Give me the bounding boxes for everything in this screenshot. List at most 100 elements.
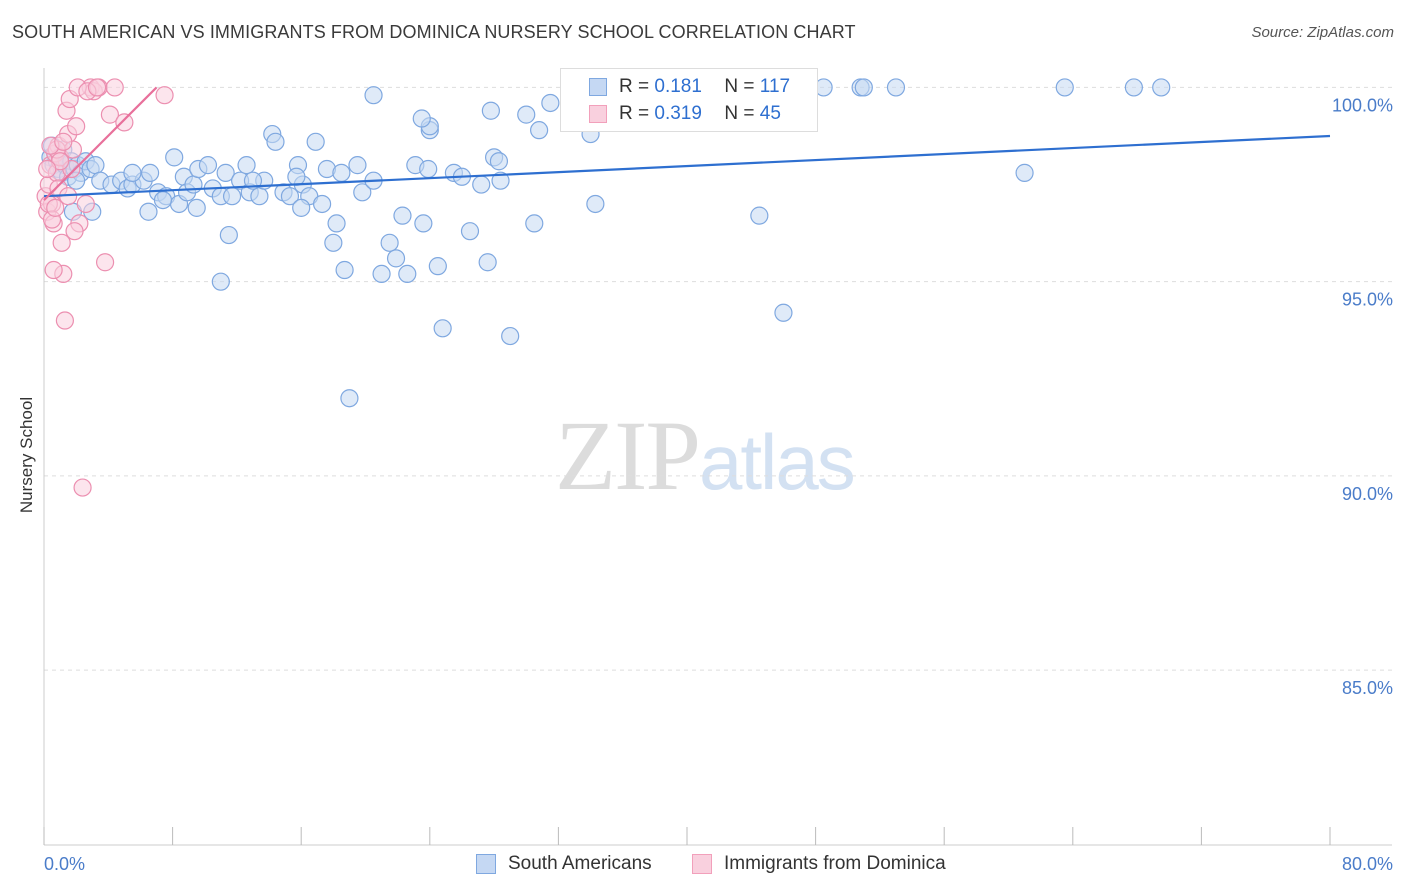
south-american-point xyxy=(433,319,452,338)
south-american-point xyxy=(353,183,372,202)
x-tick-label: 80.0% xyxy=(1342,854,1393,874)
legend-swatch-pink xyxy=(589,105,607,123)
south-american-point xyxy=(348,156,367,175)
south-american-point xyxy=(386,249,406,268)
chart-title: SOUTH AMERICAN VS IMMIGRANTS FROM DOMINI… xyxy=(12,22,856,42)
south-american-point xyxy=(292,198,311,217)
south-american-point xyxy=(525,214,544,233)
south-american-point xyxy=(854,78,873,97)
dominica-point xyxy=(87,78,107,97)
south-american-point xyxy=(324,233,343,252)
legend-row-south-americans: R = 0.181 N = 117 xyxy=(561,74,790,100)
dominica-point xyxy=(115,113,134,132)
south-american-point xyxy=(372,264,391,284)
watermark-zip: ZIP xyxy=(555,400,701,511)
south-american-point xyxy=(123,163,142,182)
south-american-point xyxy=(541,93,560,113)
y-tick-label: 100.0% xyxy=(1332,95,1393,115)
south-american-point xyxy=(750,206,769,225)
south-american-point xyxy=(165,148,184,167)
bottom-legend-dominica: Immigrants from Dominica xyxy=(692,852,946,876)
legend-swatch-blue xyxy=(589,78,607,96)
south-american-point xyxy=(280,187,300,206)
south-american-point xyxy=(287,167,306,186)
legend-r-label: R = xyxy=(619,76,650,97)
dominica-point xyxy=(46,198,65,217)
dominica-point xyxy=(44,260,63,280)
south-american-point xyxy=(327,214,346,233)
south-american-point xyxy=(332,163,351,182)
south-american-point xyxy=(216,163,235,182)
y-tick-label: 85.0% xyxy=(1342,678,1393,698)
south-american-point xyxy=(478,253,497,272)
south-american-point xyxy=(237,156,256,175)
south-american-point xyxy=(393,206,412,225)
watermark-atlas: atlas xyxy=(699,418,856,506)
watermark: ZIPatlas xyxy=(555,398,856,513)
south-american-point xyxy=(481,101,500,120)
south-american-point xyxy=(414,214,433,233)
south-american-point xyxy=(491,171,510,190)
south-american-point xyxy=(222,187,242,206)
south-american-point xyxy=(153,190,173,210)
dominica-point xyxy=(67,117,86,136)
bottom-legend-swatch-pink xyxy=(692,854,712,874)
dominica-point xyxy=(55,311,74,330)
south-american-point xyxy=(139,202,158,221)
south-american-point xyxy=(250,187,269,206)
south-american-point xyxy=(419,159,438,179)
south-american-point xyxy=(489,152,509,171)
bottom-legend-south-americans: South Americans xyxy=(476,852,652,876)
legend-n-label: N = xyxy=(724,76,755,97)
south-american-point xyxy=(306,132,325,151)
south-american-point xyxy=(472,175,491,194)
x-tick-label: 0.0% xyxy=(44,854,85,874)
dominica-trend-line xyxy=(43,86,158,201)
south-american-trend-line xyxy=(43,134,1331,198)
south-american-point xyxy=(266,132,285,151)
dominica-point xyxy=(65,222,84,241)
south-american-point xyxy=(530,121,549,140)
legend-n-label: N = xyxy=(724,103,755,124)
south-american-point xyxy=(1055,78,1074,97)
south-american-point xyxy=(340,389,359,408)
south-american-point xyxy=(140,163,160,182)
legend-r-label: R = xyxy=(619,103,650,124)
bottom-legend-label: Immigrants from Dominica xyxy=(724,853,946,874)
legend-row-dominica: R = 0.319 N = 45 xyxy=(561,101,781,127)
legend-r-value: 0.181 xyxy=(654,76,702,97)
dominica-point xyxy=(155,86,174,105)
south-american-point xyxy=(886,78,906,97)
dominica-point xyxy=(105,78,124,97)
legend-n-value: 45 xyxy=(759,103,781,124)
south-american-point xyxy=(335,260,354,280)
south-american-point xyxy=(501,326,520,346)
south-american-point xyxy=(243,171,263,190)
south-american-point xyxy=(364,86,383,105)
south-american-point xyxy=(398,264,417,284)
bottom-legend-swatch-blue xyxy=(476,854,496,874)
south-american-point xyxy=(517,105,536,124)
dominica-point xyxy=(38,159,57,179)
dominica-point xyxy=(73,478,92,497)
south-american-point xyxy=(1124,78,1143,97)
south-american-point xyxy=(412,109,431,128)
south-american-point xyxy=(1015,163,1034,182)
dominica-point xyxy=(76,194,95,214)
dominica-point xyxy=(95,253,115,272)
stats-legend: R = 0.181 N = 117 R = 0.319 N = 45 xyxy=(560,68,818,132)
y-tick-label: 90.0% xyxy=(1342,484,1393,504)
south-american-point xyxy=(198,156,218,175)
bottom-legend-label: South Americans xyxy=(508,853,652,874)
legend-r-value: 0.319 xyxy=(654,103,702,124)
south-american-point xyxy=(428,257,447,276)
legend-n-value: 117 xyxy=(759,76,791,97)
south-american-point xyxy=(86,156,105,175)
dominica-point xyxy=(100,105,120,124)
south-american-point xyxy=(211,272,230,291)
y-tick-label: 95.0% xyxy=(1342,290,1393,310)
source-credit: Source: ZipAtlas.com xyxy=(1251,24,1394,41)
south-american-point xyxy=(586,194,605,214)
south-american-point xyxy=(380,233,399,252)
